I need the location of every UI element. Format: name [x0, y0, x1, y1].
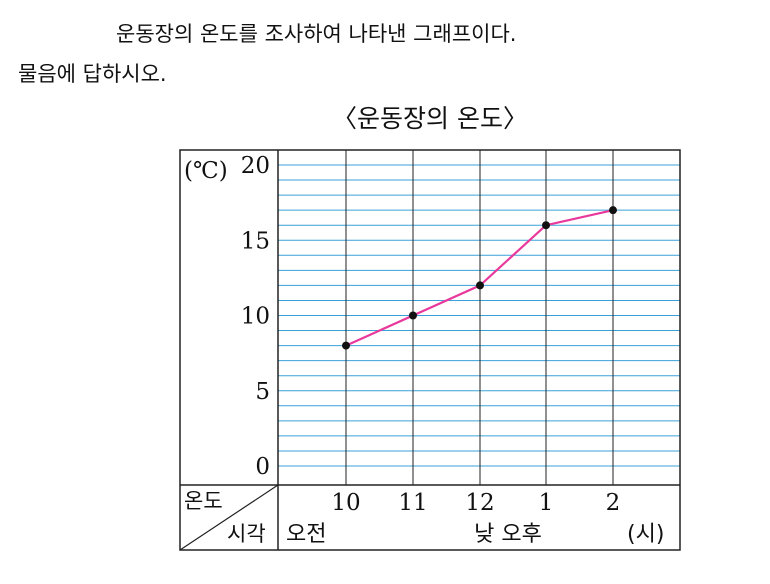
- y-tick-label: 20: [241, 153, 270, 179]
- data-point: [542, 221, 550, 230]
- chart-frame: [179, 149, 681, 551]
- question-text-line2: 물음에 답하시오.: [18, 62, 167, 86]
- y-tick-labels: 0 5 10 15 20: [241, 153, 270, 480]
- x-tick-label: 2: [606, 490, 621, 516]
- corner-bottom-label: 시각: [227, 522, 266, 546]
- x-tick-label: 11: [398, 490, 427, 516]
- chart-title: 〈운동장의 온도〉: [332, 104, 528, 133]
- am-label: 오전: [286, 522, 326, 547]
- x-tick-label: 10: [331, 490, 360, 516]
- corner-top-label: 온도: [184, 489, 223, 513]
- x-tick-label: 1: [539, 490, 554, 516]
- data-point: [609, 206, 617, 215]
- y-unit-label: (℃): [184, 158, 228, 184]
- y-tick-label: 5: [255, 379, 270, 405]
- pm-label: 낮 오후: [474, 522, 542, 547]
- minor-gridlines: [278, 164, 680, 467]
- data-point: [476, 281, 484, 290]
- vertical-gridlines: [345, 150, 614, 485]
- y-tick-label: 15: [241, 228, 270, 254]
- question-text-line1: 운동장의 온도를 조사하여 나타낸 그래프이다.: [116, 22, 517, 46]
- x-tick-labels: 10 11 12 1 2: [331, 490, 620, 516]
- corner-diagonal: [179, 484, 279, 551]
- data-point: [409, 311, 417, 320]
- data-point: [342, 341, 350, 350]
- x-tick-label: 12: [465, 490, 494, 516]
- data-points: [342, 206, 617, 350]
- y-tick-label: 10: [241, 304, 270, 330]
- y-tick-label: 0: [255, 454, 270, 480]
- x-unit-label: (시): [627, 522, 664, 547]
